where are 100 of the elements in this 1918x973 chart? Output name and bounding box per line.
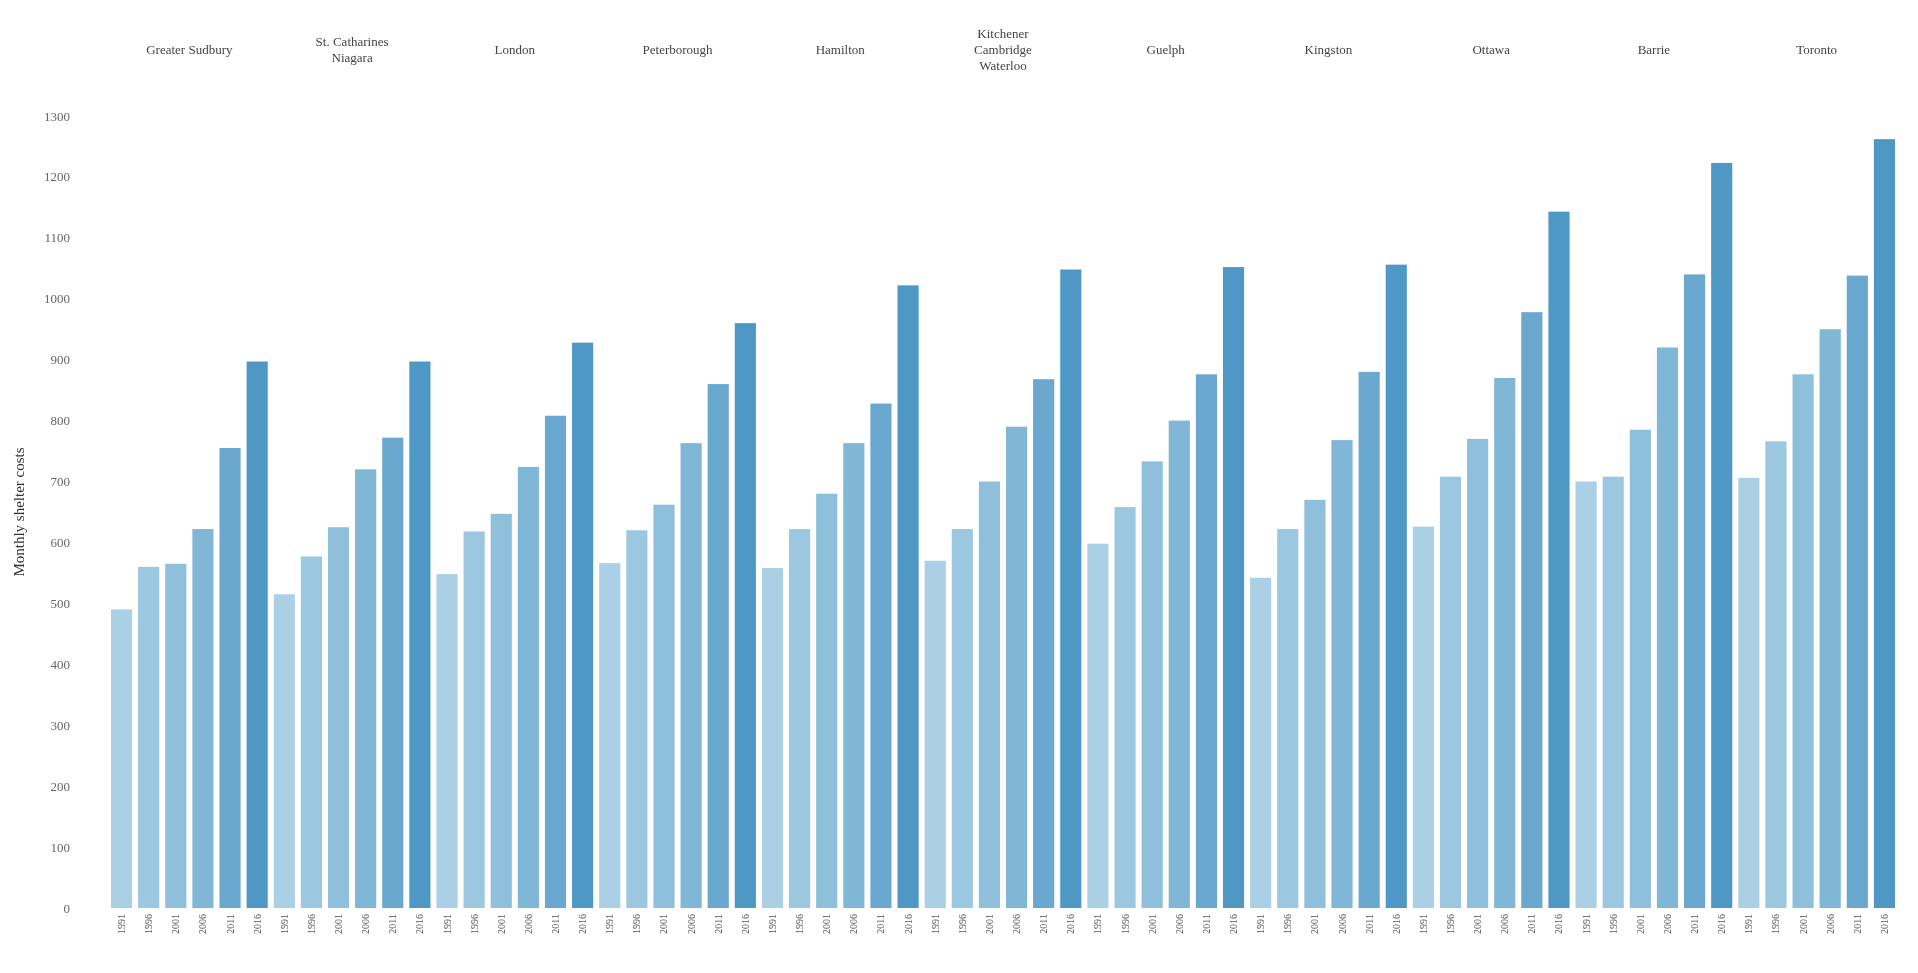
bar (761, 568, 784, 908)
bar (1439, 476, 1462, 908)
x-tick-label: Toronto (1796, 42, 1838, 57)
text: 1996 (631, 914, 643, 934)
text: 2011 (550, 914, 561, 934)
y-tick-label: 900 (50, 352, 70, 368)
text: 1996 (1445, 914, 1456, 934)
text: 2006 (1336, 914, 1348, 934)
x-tick-label: Barrie (1637, 42, 1671, 57)
bar (1060, 269, 1082, 908)
text: 2016 (1716, 914, 1728, 934)
text: 2001 (821, 914, 833, 934)
bar (1575, 481, 1597, 908)
text: 2016 (739, 914, 751, 934)
bar (1521, 312, 1543, 908)
x-tick-label: Ottawa (1472, 42, 1511, 57)
text: 1991 (441, 914, 453, 934)
y-tick-label: 1200 (44, 169, 70, 185)
text: 2001 (170, 914, 182, 934)
y-tick-label: 300 (50, 717, 70, 733)
text: 1991 (1255, 914, 1267, 934)
bar (816, 493, 838, 908)
bar (870, 403, 892, 908)
text: 2011 (712, 914, 724, 934)
y-tick-label: 1000 (44, 291, 70, 307)
bar (490, 513, 512, 908)
text: 2001 (1472, 914, 1484, 934)
text: 1991 (1092, 914, 1104, 934)
text: 1996 (468, 914, 480, 934)
text: 2016 (251, 914, 263, 934)
text: 1996 (143, 914, 155, 934)
bar (1033, 379, 1055, 908)
bar (1385, 264, 1407, 908)
bar (382, 437, 404, 908)
text: 2006 (1011, 914, 1023, 934)
text: 1996 (305, 914, 317, 934)
y-tick-label: 700 (50, 474, 70, 490)
bar (1168, 420, 1190, 908)
text: 1991 (1417, 914, 1429, 934)
y-tick-label: 500 (50, 595, 70, 611)
text: 2001 (1634, 914, 1646, 934)
text: 1996 (956, 914, 968, 934)
y-tick-label: 0 (63, 900, 70, 916)
text: 2001 (1309, 914, 1321, 934)
y-tick-label: 1100 (44, 230, 70, 246)
text: 2011 (387, 914, 399, 934)
text: 1996 (1607, 914, 1619, 934)
bar (843, 443, 865, 908)
bar (355, 469, 377, 908)
bar (1738, 477, 1760, 908)
text: 2016 (1390, 914, 1402, 934)
x-tick-label: Hamilton (815, 42, 866, 57)
bar (327, 527, 350, 908)
bar (1005, 426, 1028, 908)
bar (138, 566, 160, 908)
bar (951, 529, 973, 908)
bar (1412, 526, 1434, 908)
text: 2011 (1526, 914, 1538, 934)
text: 2001 (495, 914, 507, 934)
bar (300, 556, 322, 908)
bar (1656, 347, 1679, 908)
bar (165, 563, 187, 908)
bar (626, 530, 648, 908)
text: 1991 (278, 914, 290, 934)
bar (680, 443, 702, 908)
text: 2001 (658, 914, 670, 934)
x-tick-label: Peterborough (642, 42, 714, 57)
text: 2016 (577, 914, 589, 934)
x-tick-label: Guelph (1146, 42, 1186, 57)
bar (219, 448, 241, 908)
text: 2011 (1851, 914, 1863, 934)
bar (707, 384, 729, 908)
bar (1765, 441, 1787, 908)
bar (544, 415, 567, 908)
bar (1141, 461, 1163, 908)
text: 2006 (848, 914, 860, 934)
bar (1873, 139, 1896, 908)
bar (409, 361, 431, 908)
bar (192, 529, 214, 908)
text: 2016 (902, 914, 914, 934)
bar (436, 574, 458, 908)
bar (1467, 438, 1489, 908)
bar (246, 361, 268, 908)
text: 2001 (1797, 914, 1809, 934)
text: 1991 (116, 914, 128, 934)
bar (1195, 374, 1217, 908)
y-tick-label: 1300 (44, 108, 70, 124)
bar (517, 466, 539, 908)
bar (1304, 499, 1326, 908)
text: 2011 (1689, 914, 1701, 934)
text: 2016 (1065, 914, 1077, 934)
bar (572, 342, 594, 908)
bar (1277, 529, 1299, 908)
text: 2006 (1499, 914, 1511, 934)
text: 2011 (1363, 914, 1375, 934)
bar (1250, 577, 1272, 908)
bar (897, 285, 919, 908)
text: 2011 (224, 914, 236, 934)
bar (110, 609, 133, 908)
x-tick-label: Kingston (1304, 42, 1353, 57)
